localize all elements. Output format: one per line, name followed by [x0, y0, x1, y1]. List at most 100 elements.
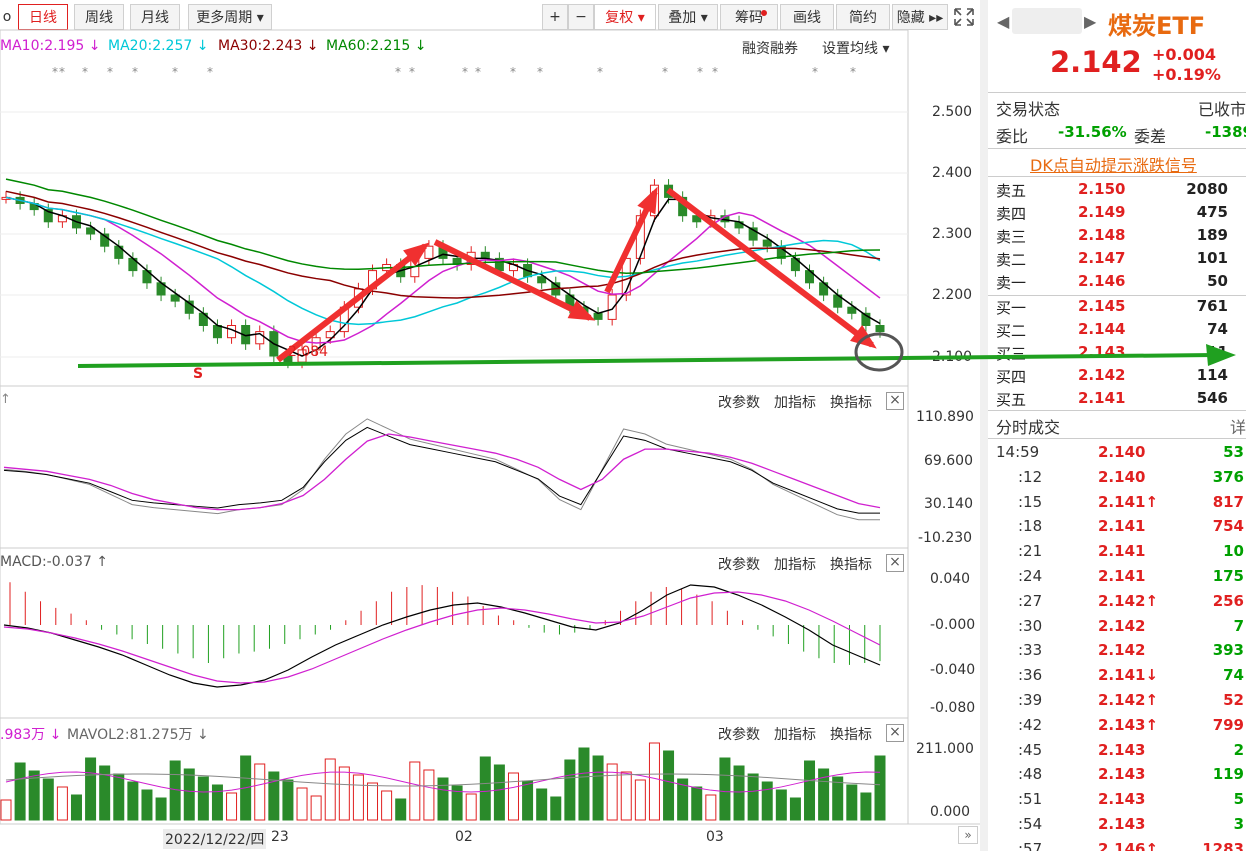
divider [988, 176, 1246, 177]
volume-bar [789, 797, 801, 821]
ma30-line [5, 190, 881, 299]
volume-bar [254, 763, 266, 821]
toolbar-button-2[interactable]: 复权 ▾ [594, 4, 656, 30]
fullscreen-icon[interactable] [952, 6, 976, 28]
candle-body [43, 209, 53, 223]
param-button[interactable]: 改参数 [718, 727, 760, 743]
vol-tick-1: 0.000 [930, 804, 971, 820]
param-button[interactable]: 改参数 [718, 557, 760, 573]
volume-bar [99, 765, 111, 821]
volume-bar [550, 796, 562, 821]
volume-bar [606, 763, 618, 821]
prev-stock-icon[interactable]: ◀ [997, 12, 1010, 31]
toolbar-button-7[interactable]: 隐藏 ▸▸ [892, 4, 948, 30]
dk-signal-link[interactable]: DK点自动提示涨跌信号 [1030, 156, 1197, 175]
candlesticks [1, 179, 885, 369]
tick-time: :33 [1018, 641, 1043, 660]
signal-star: * [395, 65, 401, 79]
add-indicator-button[interactable]: 加指标 [774, 395, 816, 411]
tick-volume: 2 [1233, 740, 1244, 759]
wb-value: -31.56% [1058, 123, 1127, 141]
divider [988, 410, 1246, 411]
candle-body [762, 239, 772, 247]
tick-volume: 376 [1212, 467, 1244, 486]
signal-star: * [207, 65, 213, 79]
price-change: +0.004 [1152, 45, 1217, 64]
close-panel-icon[interactable]: × [886, 392, 904, 410]
margin-trading-link[interactable]: 融资融券 [742, 41, 798, 57]
add-indicator-button[interactable]: 加指标 [774, 557, 816, 573]
tick-time: :27 [1018, 591, 1043, 610]
period-tab-1[interactable]: 周线 [74, 4, 124, 30]
ma-settings-button[interactable]: 设置均线 ▾ [822, 41, 890, 57]
ticks-detail-button[interactable]: 详 [1230, 418, 1246, 437]
sell-level-price: 2.146 [1078, 272, 1126, 290]
tick-price: 2.143 [1098, 740, 1146, 759]
volume-bar [747, 773, 759, 821]
candle-body [480, 251, 490, 259]
add-indicator-button[interactable]: 加指标 [774, 727, 816, 743]
switch-indicator-button[interactable]: 换指标 [830, 395, 872, 411]
volume-bar [719, 757, 731, 821]
volume-bar [42, 778, 54, 821]
trend-arrow-up-1 [276, 243, 427, 363]
signal-star: * [850, 65, 856, 79]
candle-body [424, 245, 434, 259]
period-tab-2[interactable]: 月线 [130, 4, 180, 30]
volume-bar [423, 769, 435, 821]
volume-bar [409, 761, 421, 821]
sell-level-price: 2.148 [1078, 226, 1126, 244]
kdj-d-line [3, 433, 881, 511]
toolbar-button-5[interactable]: 画线 [780, 4, 834, 30]
tick-volume: 817 [1212, 492, 1244, 511]
toolbar-button-6[interactable]: 简约 [836, 4, 890, 30]
switch-indicator-button[interactable]: 换指标 [830, 727, 872, 743]
trend-arrow-up-1-head [403, 242, 430, 267]
kdj-j-line [3, 418, 880, 521]
tick-price: 2.143↑ [1098, 715, 1159, 734]
scroll-right-icon[interactable]: » [958, 826, 978, 844]
buy-level-volume: 74 [1207, 320, 1228, 338]
buy-level-price: 2.141 [1078, 389, 1126, 407]
tick-price: 2.141 [1098, 567, 1146, 585]
tick-volume: 74 [1223, 666, 1244, 685]
period-tab-0[interactable]: 日线 [18, 4, 68, 30]
toolbar-button-0[interactable]: + [542, 4, 568, 30]
tick-price: 2.143 [1098, 765, 1146, 784]
volume-bar [451, 785, 463, 821]
buy-level-label: 买二 [996, 322, 1027, 340]
next-stock-icon[interactable]: ▶ [1084, 12, 1097, 31]
tick-volume: 52 [1223, 691, 1244, 709]
volume-bar [169, 760, 181, 821]
volume-bar [761, 781, 773, 821]
toolbar-left-glyph: o [0, 4, 14, 30]
s-signal-mark: S [193, 366, 204, 382]
candle-body [537, 276, 547, 284]
volume-bar [197, 776, 209, 821]
tick-volume: 799 [1212, 715, 1244, 734]
panel-splitter[interactable] [980, 0, 988, 851]
stock-code-blurred [1012, 8, 1082, 34]
volume-bar [268, 771, 280, 821]
close-panel-icon[interactable]: × [886, 724, 904, 742]
volume-bar [211, 784, 223, 821]
kdj-tick-3: -10.230 [918, 530, 973, 546]
price-tick-3: 2.200 [932, 287, 973, 303]
close-panel-icon[interactable]: × [886, 554, 904, 572]
tick-volume: 1283 [1202, 839, 1244, 851]
switch-indicator-button[interactable]: 换指标 [830, 557, 872, 573]
divider [988, 438, 1246, 439]
sell-level-price: 2.150 [1078, 180, 1126, 198]
candle-body [847, 306, 857, 314]
toolbar-button-4[interactable]: 筹码 [720, 4, 778, 30]
volume-bar [226, 792, 238, 821]
ma5-line [5, 196, 881, 357]
sell-level-label: 卖五 [996, 182, 1027, 200]
param-button[interactable]: 改参数 [718, 395, 760, 411]
tick-price: 2.141 [1098, 542, 1146, 561]
kdj-arrow: ↑ [0, 392, 11, 407]
toolbar-button-3[interactable]: 叠加 ▾ [658, 4, 718, 30]
period-tab-3[interactable]: 更多周期 ▾ [188, 4, 272, 30]
tick-time: :15 [1018, 492, 1043, 511]
toolbar-button-1[interactable]: − [568, 4, 594, 30]
